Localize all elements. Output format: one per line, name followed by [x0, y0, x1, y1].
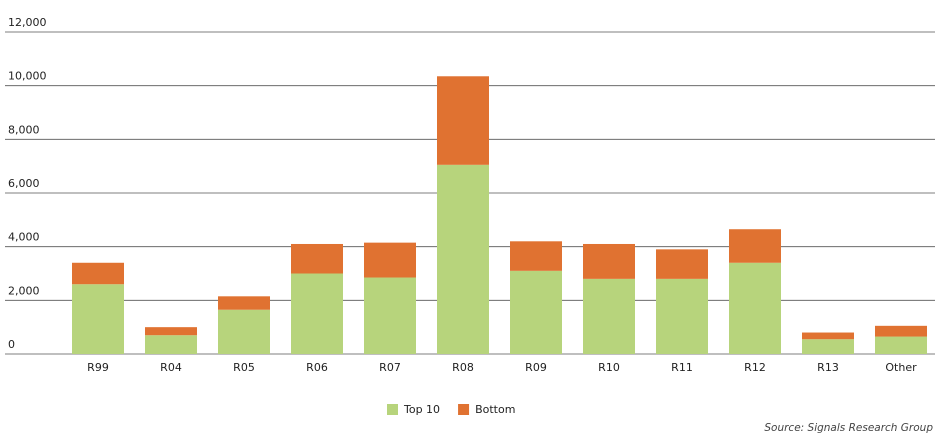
- source-note: Source: Signals Research Group: [764, 422, 933, 434]
- y-tick-label: 12,000: [8, 16, 47, 29]
- x-tick-label: R09: [525, 361, 547, 374]
- x-tick-label: R11: [671, 361, 693, 374]
- bar-segment: [583, 278, 635, 354]
- bar-segment: [875, 325, 927, 337]
- x-tick-label: R13: [817, 361, 839, 374]
- x-tick-label: R99: [87, 361, 109, 374]
- bar-segment: [875, 336, 927, 354]
- bar-segment: [72, 262, 124, 285]
- bar-segment: [72, 284, 124, 354]
- bar-segment: [364, 277, 416, 354]
- y-tick-label: 10,000: [8, 70, 47, 83]
- legend-swatch: [458, 404, 470, 415]
- bar-segment: [145, 335, 197, 354]
- bar-segment: [291, 243, 343, 274]
- x-tick-label: R04: [160, 361, 182, 374]
- bar-segment: [510, 241, 562, 271]
- bar-segment: [218, 309, 270, 354]
- bar-segment: [656, 278, 708, 354]
- x-tick-label: R08: [452, 361, 474, 374]
- legend-label: Top 10: [403, 403, 440, 416]
- x-tick-label: R05: [233, 361, 255, 374]
- bar-segment: [364, 242, 416, 278]
- bar-segment: [802, 332, 854, 340]
- x-tick-label: R10: [598, 361, 620, 374]
- bar-segment: [437, 76, 489, 165]
- bar-segment: [729, 262, 781, 354]
- y-tick-label: 0: [8, 338, 15, 351]
- legend-label: Bottom: [475, 403, 515, 416]
- y-tick-label: 8,000: [8, 123, 40, 136]
- x-tick-label: R12: [744, 361, 766, 374]
- bar-segment: [583, 243, 635, 279]
- bar-segment: [145, 327, 197, 336]
- bar-segment: [729, 229, 781, 263]
- y-tick-label: 2,000: [8, 284, 40, 297]
- bar-segment: [510, 270, 562, 354]
- legend-swatch: [387, 404, 398, 415]
- x-tick-label: Other: [885, 361, 917, 374]
- bar-segment: [656, 249, 708, 279]
- y-tick-label: 6,000: [8, 177, 40, 190]
- x-tick-label: R07: [379, 361, 401, 374]
- bar-segment: [802, 339, 854, 354]
- bar-segment: [218, 296, 270, 310]
- bar-segment: [291, 273, 343, 354]
- x-tick-label: R06: [306, 361, 328, 374]
- y-tick-label: 4,000: [8, 231, 40, 244]
- bar-segment: [437, 164, 489, 354]
